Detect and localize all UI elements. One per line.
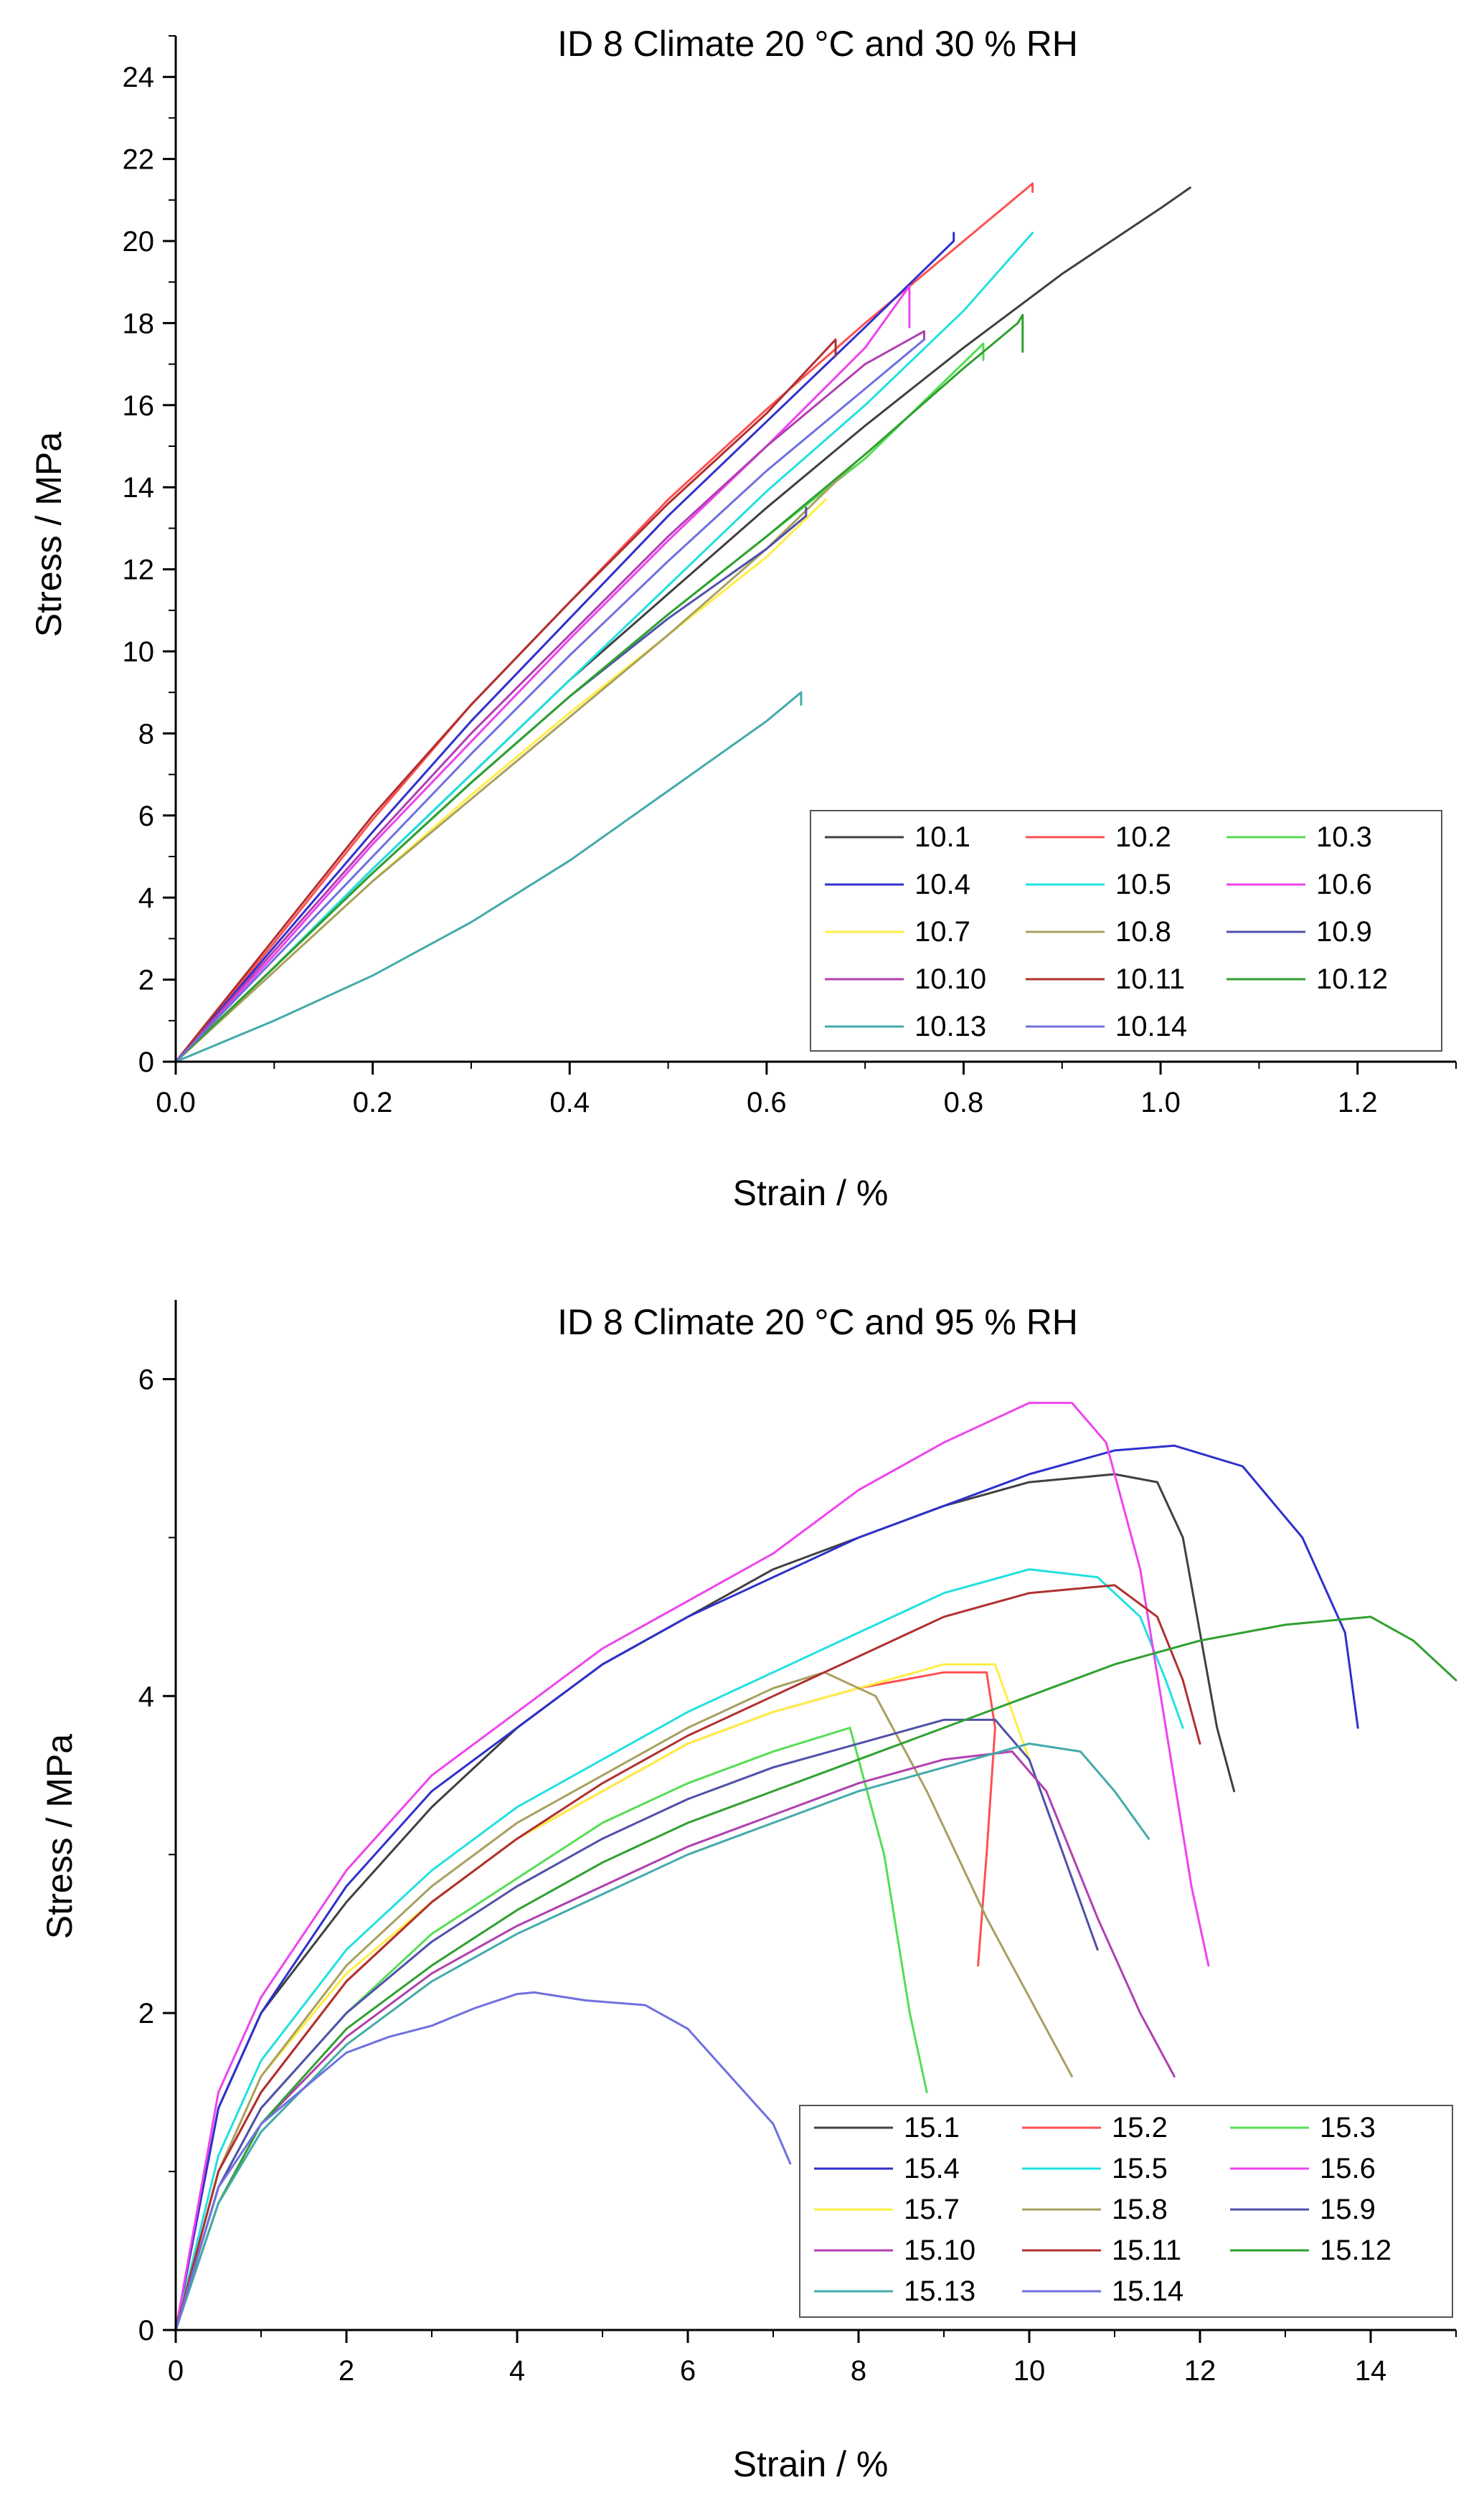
legend-label-15.8: 15.8 [1112, 2194, 1168, 2225]
legend-label-10.11: 10.11 [1115, 963, 1185, 995]
series-line-10.14 [174, 338, 925, 1063]
x-tick-label: 1.2 [1338, 1087, 1378, 1118]
y-tick-label: 22 [123, 144, 155, 176]
legend-label-10.6: 10.6 [1316, 869, 1372, 900]
y-tick-label: 16 [123, 390, 155, 422]
x-tick-label: 0.8 [944, 1087, 984, 1118]
series-line-10.9 [174, 506, 808, 1063]
legend: 10.1 10.2 10.3 10.4 10.5 10.6 10.7 10.8 10.9 10.1… [810, 810, 1442, 1052]
series-line-15.13 [174, 1742, 1150, 2331]
x-tick-label: 0.4 [549, 1087, 590, 1118]
y-tick-label: 8 [138, 718, 154, 750]
legend-label-10.13: 10.13 [914, 1011, 986, 1042]
legend-label-15.9: 15.9 [1320, 2194, 1376, 2225]
series-line-15.10 [174, 1750, 1176, 2331]
series-line-15.12 [174, 1616, 1457, 2331]
chart-1-plot: 0.0 0.2 0.4 0.6 0.8 1.0 1.20246810121416182022… [123, 35, 1457, 1118]
legend-label-15.10: 15.10 [904, 2235, 975, 2266]
series-line-10.7 [174, 498, 827, 1063]
y-tick-label: 0 [138, 1047, 154, 1078]
x-tick-label: 12 [1184, 2355, 1216, 2387]
x-tick-label: 2 [339, 2355, 354, 2387]
y-tick-label: 24 [123, 62, 155, 93]
y-tick-label: 18 [123, 308, 155, 339]
legend-label-15.13: 15.13 [904, 2275, 975, 2307]
y-tick-label: 14 [123, 472, 155, 504]
chart-1-y-axis-label: Stress / MPa [29, 432, 69, 637]
y-tick-label: 2 [138, 1998, 154, 2029]
chart-2-y-axis-label: Stress / MPa [39, 1734, 80, 1939]
x-tick-label: 14 [1355, 2355, 1387, 2387]
series-line-10.10 [174, 330, 925, 1063]
legend: 15.1 15.2 15.3 15.4 15.5 15.6 15.7 15.8 15.9 15.1… [799, 2105, 1453, 2318]
legend-label-10.12: 10.12 [1316, 963, 1388, 995]
x-tick-label: 0 [168, 2355, 184, 2387]
legend-label-10.5: 10.5 [1115, 869, 1171, 900]
x-tick-label: 1.0 [1140, 1087, 1181, 1118]
series-line-10.6 [174, 285, 911, 1063]
x-tick-label: 0.6 [747, 1087, 787, 1118]
y-tick-label: 20 [123, 226, 155, 258]
series-line-15.1 [174, 1473, 1236, 2331]
series-line-10.13 [174, 691, 803, 1063]
legend-label-15.4: 15.4 [904, 2153, 960, 2184]
legend-box [810, 810, 1442, 1052]
chart-1-title: ID 8 Climate 20 °C and 30 % RH [557, 24, 1078, 64]
legend-label-10.4: 10.4 [914, 869, 970, 900]
y-tick-label: 10 [123, 636, 155, 668]
series-line-10.2 [174, 182, 1034, 1063]
legend-box [799, 2105, 1453, 2318]
x-tick-label: 4 [509, 2355, 525, 2387]
legend-label-15.11: 15.11 [1112, 2235, 1181, 2266]
legend-label-15.2: 15.2 [1112, 2112, 1168, 2143]
y-tick-label: 6 [138, 801, 154, 832]
y-tick-label: 4 [138, 882, 154, 914]
x-tick-label: 10 [1013, 2355, 1046, 2387]
series-line-10.12 [174, 313, 1024, 1063]
legend-label-10.14: 10.14 [1115, 1011, 1187, 1042]
series-line-15.11 [174, 1584, 1201, 2331]
series-line-10.4 [174, 232, 955, 1063]
legend-label-10.7: 10.7 [914, 916, 970, 948]
series-line-10.5 [174, 232, 1034, 1063]
y-tick-label: 12 [123, 555, 155, 586]
legend-label-15.1: 15.1 [904, 2112, 960, 2143]
legend-label-10.8: 10.8 [1115, 916, 1171, 948]
x-tick-label: 8 [851, 2355, 866, 2387]
x-tick-label: 0.0 [156, 1087, 196, 1118]
legend-label-15.7: 15.7 [904, 2194, 960, 2225]
chart-2-title: ID 8 Climate 20 °C and 95 % RH [557, 1302, 1078, 1342]
legend-label-10.3: 10.3 [1316, 821, 1372, 853]
series-line-15.6 [174, 1402, 1210, 2331]
chart-1: ID 8 Climate 20 °C and 30 % RH 0.0 0.2 0.4… [29, 24, 1457, 1213]
series-line-15.8 [174, 1671, 1073, 2331]
legend-label-15.3: 15.3 [1320, 2112, 1376, 2143]
legend-label-15.5: 15.5 [1112, 2153, 1168, 2184]
legend-label-10.1: 10.1 [914, 821, 970, 853]
x-tick-label: 0.2 [353, 1087, 393, 1118]
legend-label-10.2: 10.2 [1115, 821, 1171, 853]
legend-label-10.9: 10.9 [1316, 916, 1372, 948]
chart-1-x-axis-label: Strain / % [733, 1173, 889, 1213]
series-line-15.5 [174, 1568, 1184, 2331]
series-line-15.4 [174, 1444, 1359, 2331]
x-tick-label: 6 [680, 2355, 696, 2387]
chart-2-x-axis-label: Strain / % [733, 2444, 889, 2484]
y-tick-label: 0 [138, 2315, 154, 2347]
legend-label-15.12: 15.12 [1320, 2235, 1391, 2266]
chart-2: ID 8 Climate 20 °C and 95 % RH 0 2 4 6 8 10 12… [39, 1300, 1457, 2484]
y-tick-label: 2 [138, 965, 154, 996]
legend-label-15.14: 15.14 [1112, 2275, 1183, 2307]
y-tick-label: 4 [138, 1681, 154, 1712]
series-line-15.14 [174, 1991, 792, 2331]
legend-label-15.6: 15.6 [1320, 2153, 1376, 2184]
series-line-10.11 [174, 338, 837, 1063]
y-tick-label: 6 [138, 1364, 154, 1395]
series-line-10.8 [174, 461, 856, 1063]
legend-label-10.10: 10.10 [914, 963, 986, 995]
